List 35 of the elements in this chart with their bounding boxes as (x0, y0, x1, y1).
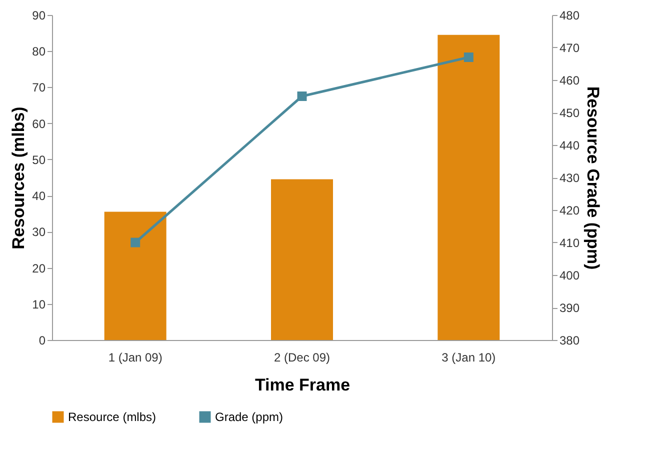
y-tick-label: 10 (32, 297, 46, 312)
y2-tick-label: 400 (560, 268, 580, 282)
point (130, 238, 140, 248)
x-tick-label: 3 (Jan 10) (442, 350, 496, 364)
y-tick-label: 60 (32, 116, 46, 131)
y2-tick-label: 470 (560, 41, 580, 55)
y2-tick-label: 380 (560, 334, 580, 348)
bar (104, 212, 166, 340)
y-tick-label: 80 (32, 44, 46, 59)
x-axis-title: Time Frame (254, 376, 350, 394)
y-tick-label: 20 (32, 261, 46, 276)
y2-tick-label: 480 (560, 8, 580, 22)
y2-axis-title: Resource Grade (ppm) (584, 86, 603, 270)
y-tick-label: 30 (32, 225, 46, 240)
y-tick-label: 50 (32, 152, 46, 167)
y2-tick-label: 430 (560, 171, 580, 185)
y-tick-label: 70 (32, 80, 46, 95)
x-tick-label: 2 (Dec 09) (274, 350, 330, 364)
y-tick-label: 90 (32, 8, 46, 22)
y-axis-title: Resources (mlbs) (9, 106, 28, 250)
y2-tick-label: 420 (560, 204, 580, 218)
y2-tick-label: 440 (560, 138, 580, 152)
point (464, 52, 474, 62)
legend-label: Grade (ppm) (215, 410, 284, 424)
x-tick-label: 1 (Jan 09) (108, 350, 162, 364)
legend-label: Resource (mlbs) (68, 410, 156, 424)
bar (438, 34, 500, 340)
bar (271, 179, 333, 340)
y-tick-label: 40 (32, 189, 46, 204)
point (297, 92, 307, 101)
y2-tick-label: 390 (560, 301, 580, 315)
y2-tick-label: 460 (560, 74, 580, 88)
y-tick-label: 0 (38, 334, 46, 348)
y2-tick-label: 410 (560, 236, 580, 250)
y2-tick-label: 450 (560, 106, 580, 120)
